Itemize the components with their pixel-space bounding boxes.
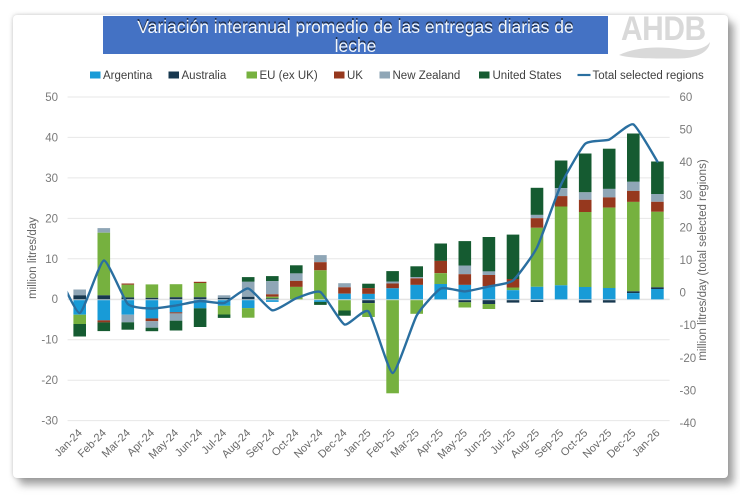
svg-text:-20: -20 [680,353,697,365]
svg-text:-30: -30 [41,416,58,428]
svg-text:-10: -10 [41,335,58,347]
svg-text:30: 30 [45,173,58,185]
svg-text:0: 0 [52,294,58,306]
svg-text:10: 10 [680,255,693,267]
svg-text:60: 60 [680,92,693,104]
svg-text:50: 50 [45,92,58,104]
svg-text:Jan-26: Jan-26 [630,427,662,459]
svg-text:40: 40 [680,157,693,169]
svg-text:New Zealand: New Zealand [393,70,461,82]
svg-text:30: 30 [680,190,693,202]
svg-text:million litres/day (total sele: million litres/day (total selected regio… [697,159,709,361]
svg-text:Argentina: Argentina [103,70,153,82]
svg-text:40: 40 [45,132,58,144]
svg-text:EU (ex UK): EU (ex UK) [260,70,318,82]
svg-text:United States: United States [493,70,562,82]
svg-text:20: 20 [45,213,58,225]
svg-text:10: 10 [45,254,58,266]
svg-text:20: 20 [680,222,693,234]
svg-text:-30: -30 [680,385,697,397]
svg-text:-10: -10 [680,320,697,332]
svg-text:-20: -20 [41,375,58,387]
svg-text:Jun-25: Jun-25 [462,427,494,459]
svg-text:Australia: Australia [182,70,227,82]
svg-text:Total selected regions: Total selected regions [593,70,704,82]
svg-text:-40: -40 [680,418,697,430]
svg-text:50: 50 [680,125,693,137]
svg-text:UK: UK [347,70,363,82]
svg-text:million litres/day: million litres/day [27,217,39,299]
svg-text:Jun-24: Jun-24 [173,427,205,459]
svg-text:0: 0 [680,288,686,300]
